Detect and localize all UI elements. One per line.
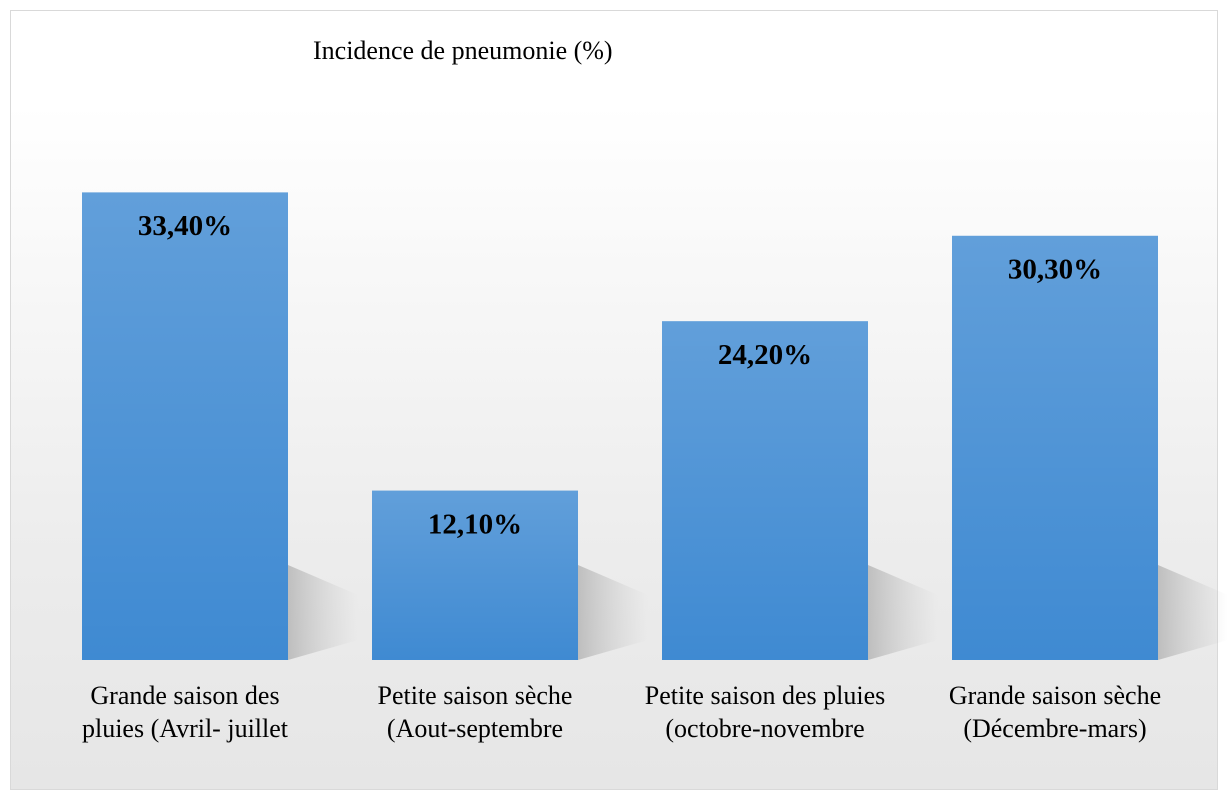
bar-shadow — [288, 565, 358, 660]
chart-title: Incidence de pneumonie (%) — [313, 36, 613, 65]
bar-sheen — [662, 321, 868, 660]
bar-sheen — [82, 192, 288, 660]
x-tick-label: Grande saison sèche (Décembre-mars) — [948, 681, 1162, 743]
value-label: 33,40% — [138, 210, 232, 242]
x-tick-label: Petite saison des pluies (octobre-novemb… — [644, 681, 886, 743]
bar-sheen — [952, 235, 1158, 661]
x-tick-label: Grande saison des pluies (Avril- juillet — [81, 681, 289, 743]
value-label: 12,10% — [428, 508, 522, 540]
value-label: 24,20% — [718, 339, 812, 371]
x-tick-label: Petite saison sèche (Aout-septembre — [377, 681, 573, 743]
value-label: 30,30% — [1008, 253, 1102, 285]
bar-shadow — [868, 565, 938, 660]
bar-shadow — [578, 565, 648, 660]
bar-sheen — [372, 490, 578, 660]
bar-shadow — [1158, 565, 1228, 660]
